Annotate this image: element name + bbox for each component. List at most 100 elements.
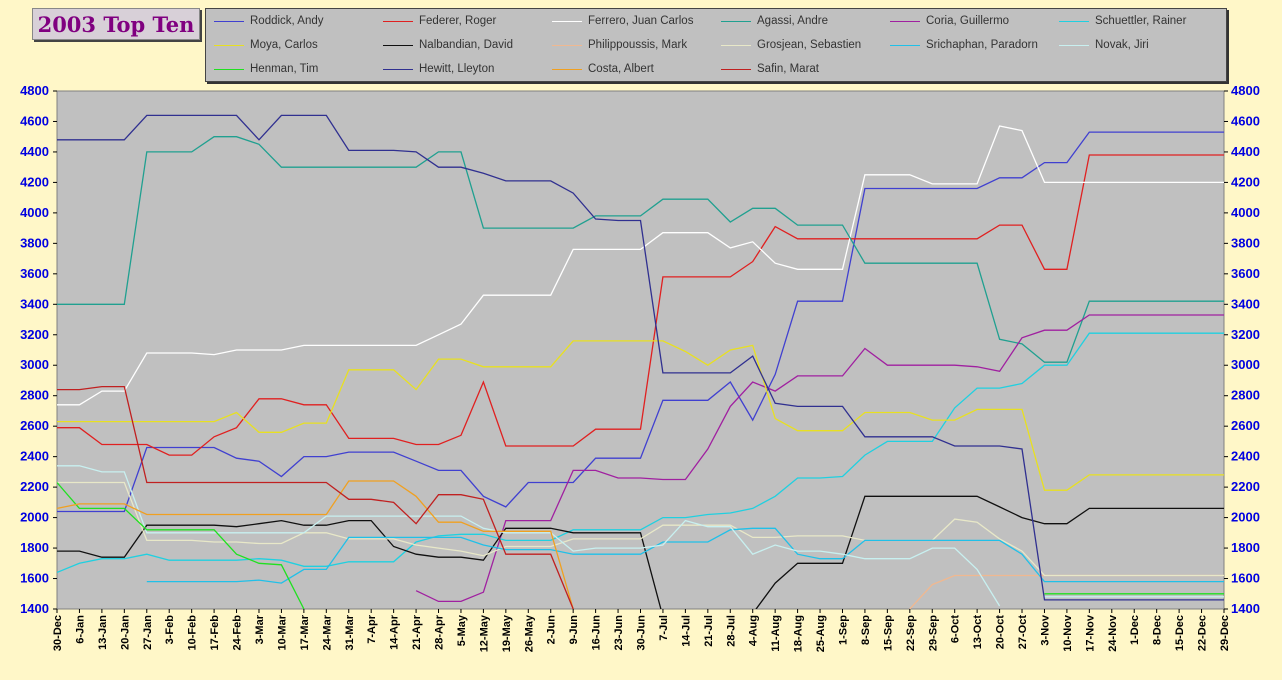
legend-swatch: [890, 20, 920, 22]
x-tick-label: 21-Apr: [411, 614, 423, 650]
y-tick-label-left: 4800: [20, 83, 49, 98]
legend-label: Nalbandian, David: [419, 39, 513, 51]
legend-entry: Grosjean, Sebastien: [721, 36, 861, 54]
legend-entry: Agassi, Andre: [721, 12, 828, 30]
y-tick-label-right: 4000: [1231, 205, 1260, 220]
x-tick-label: 5-May: [456, 614, 468, 646]
y-tick-label-right: 3200: [1231, 327, 1260, 342]
x-tick-label: 4-Aug: [748, 615, 760, 646]
x-tick-label: 24-Nov: [1107, 614, 1119, 652]
y-tick-label-left: 4000: [20, 205, 49, 220]
legend-entry: Henman, Tim: [214, 60, 318, 78]
x-tick-label: 17-Feb: [209, 615, 221, 651]
y-tick-label-right: 2800: [1231, 388, 1260, 403]
y-tick-label-left: 4200: [20, 174, 49, 189]
legend-entry: Safin, Marat: [721, 60, 819, 78]
x-tick-label: 23-Jun: [613, 615, 625, 651]
y-tick-label-right: 2600: [1231, 418, 1260, 433]
x-tick-label: 15-Sep: [882, 615, 894, 651]
x-tick-label: 10-Nov: [1062, 614, 1074, 652]
x-tick-label: 25-Aug: [815, 615, 827, 652]
x-tick-label: 6-Jan: [74, 615, 86, 644]
y-tick-label-right: 4800: [1231, 83, 1260, 98]
series-line-schuettler-rainer: [57, 332, 1224, 574]
series-line-moya-carlos: [57, 340, 1224, 491]
x-tick-label: 29-Sep: [927, 615, 939, 651]
series-line-nalbandian-david: [57, 495, 1224, 609]
legend: Roddick, Andy Federer, Roger Ferrero, Juan…: [205, 8, 1227, 82]
y-tick-label-right: 3000: [1231, 357, 1260, 372]
series-line-henman-tim: [57, 482, 1224, 609]
x-tick-label: 11-Aug: [770, 615, 782, 652]
x-tick-label: 17-Nov: [1084, 614, 1096, 652]
x-tick-label: 31-Mar: [344, 614, 356, 650]
legend-label: Roddick, Andy: [250, 15, 324, 27]
legend-entry: Costa, Albert: [552, 60, 654, 78]
x-tick-label: 1-Dec: [1129, 615, 1141, 645]
x-tick-label: 30-Dec: [52, 615, 64, 651]
x-tick-label: 1-Sep: [837, 615, 849, 645]
chart-title-box: 2003 Top Ten: [32, 8, 200, 40]
legend-label: Ferrero, Juan Carlos: [588, 15, 694, 27]
y-tick-label-left: 4400: [20, 144, 49, 159]
x-tick-label: 12-May: [478, 614, 490, 652]
legend-swatch: [383, 68, 413, 70]
y-tick-label-left: 3400: [20, 296, 49, 311]
legend-entry: Srichaphan, Paradorn: [890, 36, 1038, 54]
x-tick-label: 13-Oct: [972, 615, 984, 650]
y-tick-label-right: 2000: [1231, 510, 1260, 525]
legend-swatch: [214, 20, 244, 22]
y-tick-label-right: 3600: [1231, 266, 1260, 281]
legend-label: Henman, Tim: [250, 63, 319, 75]
legend-label: Federer, Roger: [419, 15, 497, 27]
legend-label: Hewitt, Lleyton: [419, 63, 495, 75]
y-tick-label-right: 4600: [1231, 113, 1260, 128]
legend-label: Safin, Marat: [757, 63, 819, 75]
x-tick-label: 2-Jun: [546, 615, 558, 645]
series-line-federer-roger: [57, 154, 1224, 456]
legend-entry: Hewitt, Lleyton: [383, 60, 494, 78]
x-tick-label: 27-Jan: [142, 615, 154, 650]
x-tick-label: 3-Mar: [254, 614, 266, 644]
x-tick-label: 10-Feb: [187, 615, 199, 651]
series-line-safin-marat: [57, 385, 574, 609]
x-tick-label: 3-Nov: [1039, 614, 1051, 645]
x-tick-label: 28-Jul: [725, 615, 737, 647]
x-tick-label: 27-Oct: [1017, 615, 1029, 650]
series-line-hewitt-lleyton: [57, 114, 1224, 601]
legend-label: Moya, Carlos: [250, 39, 318, 51]
x-tick-label: 8-Dec: [1152, 615, 1164, 645]
x-tick-label: 24-Feb: [232, 615, 244, 651]
y-tick-label-right: 3400: [1231, 296, 1260, 311]
x-tick-label: 16-Jun: [591, 615, 603, 651]
plot-area: [56, 90, 1225, 610]
legend-swatch: [721, 68, 751, 70]
y-tick-label-right: 1600: [1231, 571, 1260, 586]
legend-entry: Roddick, Andy: [214, 12, 324, 30]
legend-entry: Philippoussis, Mark: [552, 36, 687, 54]
series-line-novak-jiri: [57, 465, 1224, 607]
y-tick-label-right: 4400: [1231, 144, 1260, 159]
y-tick-label-left: 2200: [20, 479, 49, 494]
legend-label: Grosjean, Sebastien: [757, 39, 862, 51]
x-tick-label: 29-Dec: [1219, 615, 1231, 651]
legend-label: Coria, Guillermo: [926, 15, 1010, 27]
legend-swatch: [214, 68, 244, 70]
series-line-grosjean-sebastien: [57, 481, 1224, 577]
y-tick-label-right: 4200: [1231, 174, 1260, 189]
y-tick-label-left: 2400: [20, 449, 49, 464]
x-tick-label: 9-Jun: [568, 615, 580, 645]
legend-swatch: [552, 20, 582, 22]
legend-entry: Ferrero, Juan Carlos: [552, 12, 693, 30]
x-tick-label: 20-Jan: [119, 615, 131, 650]
series-line-coria-guillermo: [415, 314, 1224, 603]
legend-swatch: [721, 20, 751, 22]
chart-title: 2003 Top Ten: [37, 11, 195, 37]
y-tick-label-right: 1400: [1231, 601, 1260, 616]
legend-label: Costa, Albert: [588, 63, 654, 75]
x-tick-label: 13-Jan: [97, 615, 109, 650]
legend-swatch: [1059, 20, 1089, 22]
x-tick-label: 21-Jul: [703, 615, 715, 647]
x-tick-label: 14-Jul: [680, 615, 692, 647]
